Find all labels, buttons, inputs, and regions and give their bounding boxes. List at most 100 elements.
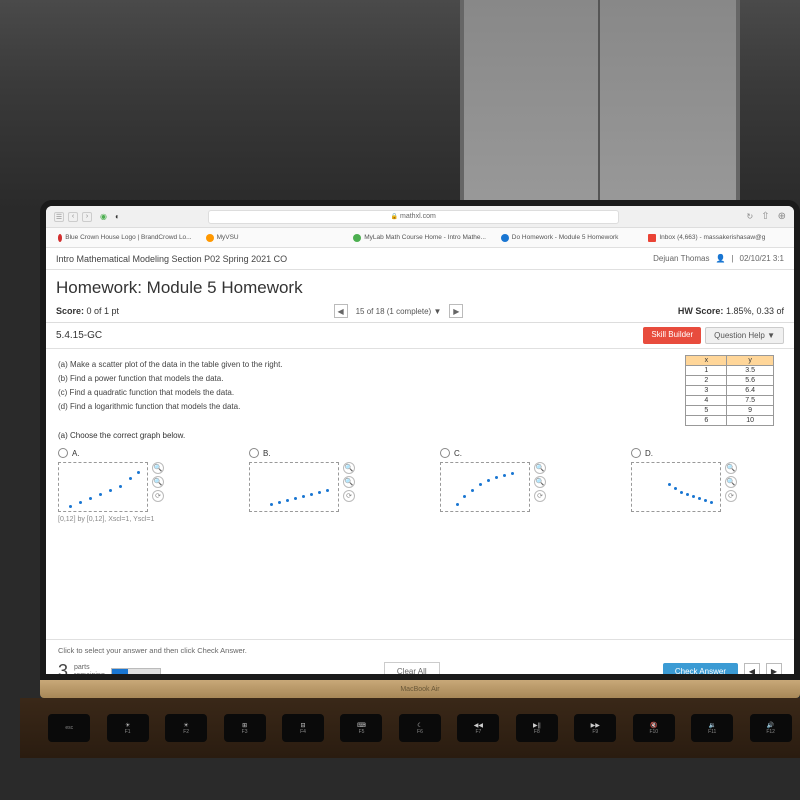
scatter-dot [668,483,671,486]
table-row: 59 [686,406,774,416]
forward-button[interactable]: › [82,212,92,222]
option-letter: A. [72,449,80,458]
back-button[interactable]: ‹ [68,212,78,222]
footer-next-button[interactable]: ▶ [766,663,782,681]
zoom-icon[interactable]: 🔍 [152,462,164,474]
share-icon[interactable]: ⇧ [761,211,769,222]
question-help-button[interactable]: Question Help ▼ [705,327,784,344]
pager-status[interactable]: 15 of 18 (1 complete) ▼ [352,307,446,316]
axis-note: [0,12] by [0,12], Xscl=1, Yscl=1 [58,516,782,523]
refresh-icon[interactable]: ↻ [747,212,754,221]
tab-homework[interactable]: Do Homework - Module 5 Homework [495,232,641,244]
option-label[interactable]: C. [440,448,591,458]
homework-title: Homework: Module 5 Homework [56,278,784,298]
vsu-icon [206,234,214,242]
course-header: Intro Mathematical Modeling Section P02 … [46,248,794,270]
reset-icon[interactable]: ⟳ [343,490,355,502]
instructions-block: (a) Make a scatter plot of the data in t… [58,359,782,413]
zoom-icon[interactable]: 🔍 [152,476,164,488]
tab-gmail[interactable]: Inbox (4,663) - massakerishasaw@g [642,232,788,244]
key-f2[interactable]: ☀F2 [165,714,207,742]
footer-hint: Click to select your answer and then cli… [58,646,782,655]
scatter-dot [704,499,707,502]
sidebar-toggle-icon[interactable]: ☰ [54,212,64,222]
graph-wrap: 🔍 🔍 ⟳ [631,462,782,512]
zoom-icon[interactable]: 🔍 [343,462,355,474]
user-icon[interactable]: 👤 [715,254,725,263]
scatter-dot [129,477,132,480]
table-cell: 7.5 [727,396,774,406]
address-bar[interactable]: 🔒 mathxl.com [208,210,619,224]
key-f8[interactable]: ▶||F8 [516,714,558,742]
key-f5[interactable]: ⌨F5 [340,714,382,742]
graph-tools: 🔍 🔍 ⟳ [534,462,546,502]
scatter-plot-c[interactable] [440,462,530,512]
graph-wrap: 🔍 🔍 ⟳ [249,462,400,512]
reset-icon[interactable]: ⟳ [725,490,737,502]
option-label[interactable]: A. [58,448,209,458]
datetime: 02/10/21 3:1 [740,254,784,263]
user-info: Dejuan Thomas 👤 | 02/10/21 3:1 [653,254,784,263]
door [460,0,740,210]
scatter-plot-b[interactable] [249,462,339,512]
scatter-dot [270,503,273,506]
key-f10[interactable]: 🔇F10 [633,714,675,742]
skill-builder-button[interactable]: Skill Builder [643,327,701,344]
question-body: (a) Make a scatter plot of the data in t… [46,349,794,680]
zoom-icon[interactable]: 🔍 [534,476,546,488]
laptop-hinge: MacBook Air [40,680,800,698]
hw-score-label: HW Score: [678,306,724,316]
key-f4[interactable]: ⊟F4 [282,714,324,742]
key-f12[interactable]: 🔊F12 [750,714,792,742]
key-f6[interactable]: ☾F6 [399,714,441,742]
tab-label: Blue Crown House Logo | BrandCrowd Lo... [65,234,191,241]
zoom-icon[interactable]: 🔍 [725,476,737,488]
zoom-icon[interactable]: 🔍 [534,462,546,474]
table-row: 25.6 [686,376,774,386]
reset-icon[interactable]: ⟳ [534,490,546,502]
keyboard: esc ☀F1 ☀F2 ⊞F3 ⊟F4 ⌨F5 ☾F6 ◀◀F7 ▶||F8 ▶▶F9 🔇F10 🔉F… [20,698,800,758]
zoom-icon[interactable]: 🔍 [725,462,737,474]
prev-question-button[interactable]: ◀ [334,304,348,318]
divider: | [731,254,733,263]
scatter-dot [278,501,281,504]
radio-c[interactable] [440,448,450,458]
scatter-plot-d[interactable] [631,462,721,512]
option-label[interactable]: B. [249,448,400,458]
scatter-dot [294,497,297,500]
key-esc[interactable]: esc [48,714,90,742]
option-label[interactable]: D. [631,448,782,458]
key-f9[interactable]: ▶▶F9 [574,714,616,742]
reader-icon[interactable]: ◐ [115,212,120,221]
footer-prev-button[interactable]: ◀ [744,663,760,681]
clear-all-button[interactable]: Clear All [384,662,440,680]
scatter-plot-a[interactable] [58,462,148,512]
radio-d[interactable] [631,448,641,458]
tab-myvsu[interactable]: MyVSU [200,232,346,244]
scatter-dot [89,497,92,500]
scatter-dot [456,503,459,506]
reset-icon[interactable]: ⟳ [152,490,164,502]
key-f1[interactable]: ☀F1 [107,714,149,742]
option-letter: B. [263,449,271,458]
zoom-icon[interactable]: 🔍 [343,476,355,488]
col-x-header: x [686,356,727,366]
next-question-button[interactable]: ▶ [449,304,463,318]
scatter-dot [302,495,305,498]
key-f11[interactable]: 🔉F11 [691,714,733,742]
key-f3[interactable]: ⊞F3 [224,714,266,742]
tab-brandcrowd[interactable]: Blue Crown House Logo | BrandCrowd Lo... [52,232,198,244]
table-cell: 3.5 [727,366,774,376]
radio-b[interactable] [249,448,259,458]
scatter-dot [109,489,112,492]
radio-a[interactable] [58,448,68,458]
scatter-dot [310,493,313,496]
brandcrowd-icon [58,234,62,242]
progress-bar [111,668,161,676]
table-row: 13.5 [686,366,774,376]
tab-mylab[interactable]: MyLab Math Course Home - Intro Mathe... [347,232,493,244]
footer-row: 3 parts remaining Clear All Check Answer… [58,661,782,680]
key-f7[interactable]: ◀◀F7 [457,714,499,742]
new-tab-icon[interactable]: ⊕ [778,211,786,222]
check-answer-button[interactable]: Check Answer [663,663,738,680]
